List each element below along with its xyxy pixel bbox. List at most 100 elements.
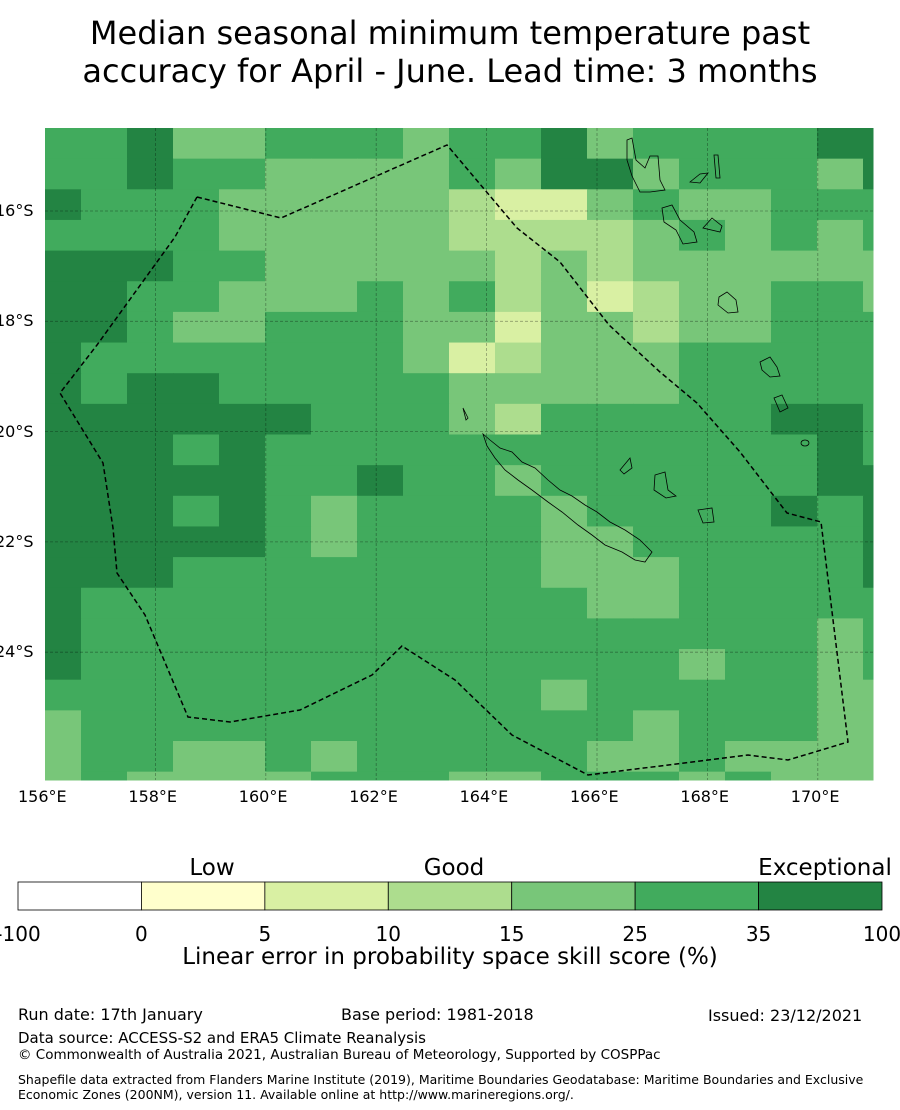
grid-cell (81, 557, 128, 589)
grid-cell (219, 557, 266, 589)
grid-cell (725, 128, 772, 160)
grid-cell (449, 250, 496, 282)
grid-cell (265, 587, 312, 619)
lon-tick-label: 168°E (680, 787, 730, 806)
grid-cell (311, 128, 358, 160)
grid-cell (357, 587, 404, 619)
grid-cell (173, 679, 220, 711)
grid-cell (541, 495, 588, 527)
grid-cell (173, 465, 220, 497)
grid-cell (357, 649, 404, 681)
copyright: © Commonwealth of Australia 2021, Austra… (18, 1047, 661, 1063)
grid-cell (679, 373, 726, 405)
grid-cell (725, 587, 772, 619)
grid-cell (127, 526, 174, 558)
grid-cell (449, 587, 496, 619)
grid-cell (587, 526, 634, 558)
grid-cell (679, 557, 726, 589)
grid-cell (265, 526, 312, 558)
grid-cell (449, 741, 496, 773)
grid-cell (449, 342, 496, 374)
ambae-island (688, 172, 709, 184)
colorbar-title: Linear error in probability space skill … (182, 944, 718, 970)
grid-cell (817, 618, 864, 650)
grid-cell (771, 250, 818, 282)
colorbar-tick-label: -100 (0, 922, 41, 946)
lat-tick-label: 24°S (0, 642, 34, 662)
grid-cell (679, 741, 726, 773)
grid-cell (81, 128, 128, 160)
small-island (800, 439, 810, 447)
grid-cell (173, 403, 220, 435)
grid-cell (541, 373, 588, 405)
grid-cell (541, 587, 588, 619)
grid-cell (219, 250, 266, 282)
grid-cell (633, 649, 680, 681)
grid-cell (265, 342, 312, 374)
grid-cell (771, 618, 818, 650)
grid-cell (127, 373, 174, 405)
colorbar-tick-label: 15 (498, 922, 525, 946)
grid-cell (541, 771, 588, 781)
grid-cell (771, 373, 818, 405)
lon-tick-label: 170°E (790, 787, 840, 806)
grid-cell (817, 710, 864, 742)
grid-cell (127, 495, 174, 527)
grid-cell (81, 250, 128, 282)
grid-cell (587, 618, 634, 650)
lat-tick-label: 16°S (0, 201, 34, 220)
chesterfield-islands (462, 407, 469, 421)
grid-cell (633, 557, 680, 589)
grid-cell (817, 250, 864, 282)
grid-cell (495, 526, 542, 558)
grid-cell (817, 465, 864, 497)
category-exceptional: Exceptional (758, 855, 892, 881)
grid-cell (863, 618, 874, 650)
grid-cell (449, 679, 496, 711)
colorbar-segment (758, 881, 883, 911)
grid-cell (541, 128, 588, 160)
grid-cell (679, 679, 726, 711)
grid-cell (449, 495, 496, 527)
grid-cell (173, 618, 220, 650)
grid-cell (725, 649, 772, 681)
grid-cell (311, 649, 358, 681)
grid-cell (725, 465, 772, 497)
grid-cell (679, 465, 726, 497)
grid-cell (633, 373, 680, 405)
grid-cell (173, 587, 220, 619)
grid-cell (81, 219, 128, 252)
grid-cell (679, 771, 726, 781)
grid-cell (81, 311, 128, 344)
grid-cell (173, 557, 220, 589)
lon-tick-label: 158°E (128, 787, 178, 806)
grid-cell (357, 495, 404, 527)
grid-cell (81, 403, 128, 435)
grid-cell (541, 557, 588, 589)
grid-cell (633, 281, 680, 313)
grid-cell (817, 158, 864, 190)
grid-cell (587, 587, 634, 619)
grid-cell (81, 741, 128, 773)
grid-cell (219, 526, 266, 558)
grid-cell (173, 250, 220, 282)
grid-cell (403, 649, 450, 681)
grid-cell (265, 128, 312, 160)
grid-cell (357, 679, 404, 711)
grid-cell (265, 618, 312, 650)
grid-cell (45, 526, 82, 558)
colorbar-segment (17, 881, 142, 911)
grid-cell (403, 465, 450, 497)
grid-cell (633, 741, 680, 773)
grid-cell (127, 189, 174, 221)
grid-cell (633, 771, 680, 781)
grid-cell (81, 342, 128, 374)
grid-cell (725, 311, 772, 344)
grid-cell (357, 741, 404, 773)
grid-cell (403, 741, 450, 773)
grid-cell (357, 403, 404, 435)
grid-cell (725, 679, 772, 711)
grid-cell (265, 465, 312, 497)
grid-cell (219, 649, 266, 681)
grid-cell (219, 158, 266, 190)
